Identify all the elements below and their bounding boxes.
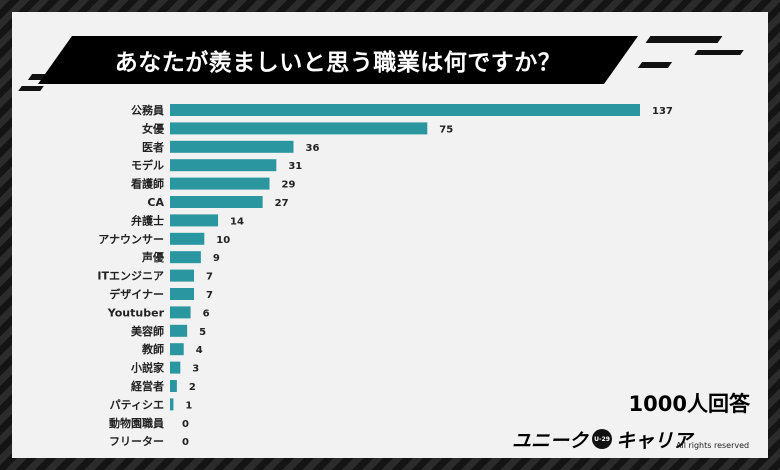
category-label: パティシエ — [110, 398, 164, 411]
bar — [170, 140, 294, 153]
bar — [170, 232, 205, 245]
category-label: フリーター — [109, 435, 164, 448]
category-label: 看護師 — [131, 177, 164, 191]
value-label: 5 — [199, 327, 206, 338]
category-label: 教師 — [141, 342, 164, 356]
bar — [170, 251, 201, 264]
category-label: Youtuber — [107, 306, 165, 319]
value-label: 29 — [281, 180, 295, 191]
rights-notice: All rights reserved — [676, 441, 750, 450]
logo-badge: U-29 — [592, 429, 613, 449]
bar — [170, 122, 428, 135]
bar — [170, 343, 184, 356]
value-label: 137 — [652, 106, 673, 117]
value-label: 14 — [230, 216, 244, 227]
bar — [170, 398, 174, 411]
value-label: 2 — [189, 382, 196, 393]
category-label: CA — [147, 196, 164, 209]
category-label: 動物園職員 — [109, 416, 164, 430]
value-label: 0 — [182, 437, 189, 448]
value-label: 4 — [196, 345, 203, 356]
bar — [170, 159, 277, 172]
bar — [170, 306, 191, 319]
value-label: 0 — [182, 419, 189, 430]
value-label: 27 — [275, 198, 289, 209]
category-label: アナウンサー — [98, 233, 164, 246]
category-label: ITエンジニア — [97, 270, 164, 283]
bar — [170, 361, 181, 374]
chart-title: あなたが羨ましいと思う職業は何ですか？ — [114, 50, 562, 76]
bar — [170, 269, 195, 282]
category-label: 声優 — [141, 250, 165, 264]
value-label: 9 — [213, 253, 220, 264]
value-label: 7 — [206, 272, 213, 283]
value-label: 75 — [439, 124, 453, 135]
respondent-count: 1000人回答 — [628, 392, 750, 416]
bar — [170, 324, 188, 337]
value-label: 36 — [306, 143, 320, 154]
bar — [170, 288, 195, 300]
title-banner: あなたが羨ましいと思う職業は何ですか？ — [38, 36, 638, 84]
brand-logo: ユニーク U-29 キャリア — [512, 426, 692, 452]
bar — [170, 104, 640, 116]
bar — [170, 380, 177, 392]
logo-text-left: ユニーク — [512, 429, 589, 452]
bar — [170, 177, 270, 190]
chart-panel — [12, 12, 768, 458]
value-label: 1 — [185, 400, 192, 411]
category-label: 弁護士 — [131, 213, 164, 227]
value-label: 31 — [288, 161, 302, 172]
value-label: 6 — [203, 308, 210, 319]
logo-text-right: キャリア — [616, 429, 693, 452]
category-label: 医者 — [142, 140, 164, 154]
category-label: モデル — [131, 158, 164, 172]
value-label: 3 — [192, 364, 199, 375]
value-label: 10 — [216, 235, 230, 246]
bar — [170, 196, 263, 208]
category-label: 小説家 — [130, 361, 165, 375]
bar — [170, 214, 219, 227]
value-label: 7 — [206, 290, 213, 301]
category-label: 美容師 — [131, 324, 164, 338]
category-label: 経営者 — [131, 379, 164, 393]
category-label: 女優 — [142, 121, 165, 135]
category-label: デザイナー — [109, 287, 164, 301]
category-label: 公務員 — [131, 103, 164, 117]
